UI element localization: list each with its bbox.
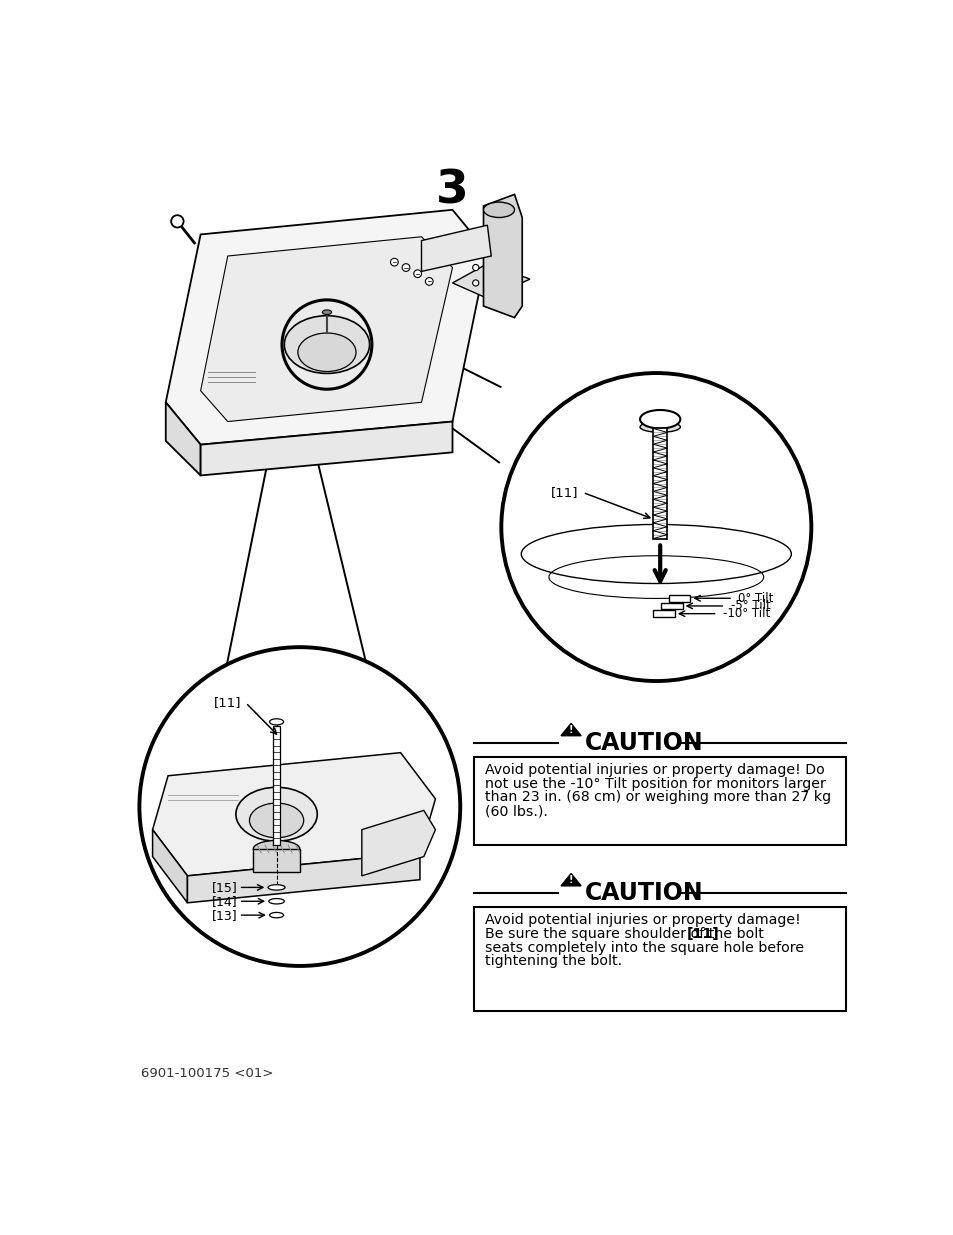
FancyBboxPatch shape — [653, 610, 674, 618]
Ellipse shape — [639, 410, 679, 429]
FancyBboxPatch shape — [474, 906, 845, 1010]
Text: [11]: [11] — [214, 697, 241, 709]
Circle shape — [390, 258, 397, 266]
Text: 0° Tilt: 0° Tilt — [738, 592, 773, 605]
Ellipse shape — [322, 310, 332, 315]
Circle shape — [500, 373, 810, 680]
Ellipse shape — [249, 803, 303, 837]
Polygon shape — [452, 264, 530, 299]
Polygon shape — [483, 194, 521, 317]
Ellipse shape — [270, 913, 283, 918]
Circle shape — [472, 280, 478, 287]
Text: (60 lbs.).: (60 lbs.). — [484, 804, 547, 819]
Polygon shape — [166, 403, 200, 475]
Text: [14]: [14] — [212, 895, 237, 908]
Text: [15]: [15] — [212, 881, 237, 894]
Text: !: ! — [568, 725, 573, 735]
Circle shape — [414, 270, 421, 278]
Polygon shape — [200, 237, 452, 421]
Text: Avoid potential injuries or property damage! Do: Avoid potential injuries or property dam… — [484, 763, 824, 777]
Polygon shape — [361, 810, 435, 876]
Polygon shape — [560, 873, 580, 885]
Circle shape — [139, 647, 459, 966]
Polygon shape — [421, 225, 491, 272]
Circle shape — [472, 264, 478, 270]
Polygon shape — [152, 752, 435, 876]
FancyBboxPatch shape — [668, 595, 690, 601]
FancyBboxPatch shape — [474, 757, 845, 845]
Text: Be sure the square shoulder of the bolt: Be sure the square shoulder of the bolt — [484, 926, 767, 941]
Text: [11]: [11] — [551, 485, 578, 499]
Text: than 23 in. (68 cm) or weighing more than 27 kg: than 23 in. (68 cm) or weighing more tha… — [484, 790, 830, 804]
FancyBboxPatch shape — [253, 848, 299, 872]
Ellipse shape — [270, 719, 283, 725]
Text: !: ! — [568, 874, 573, 884]
Circle shape — [171, 215, 183, 227]
Text: 6901-100175 <01>: 6901-100175 <01> — [141, 1067, 274, 1081]
Text: Avoid potential injuries or property damage!: Avoid potential injuries or property dam… — [484, 913, 800, 926]
Circle shape — [402, 264, 410, 272]
Text: [13]: [13] — [212, 909, 237, 921]
Text: CAUTION: CAUTION — [584, 881, 703, 905]
FancyBboxPatch shape — [653, 429, 666, 538]
Text: CAUTION: CAUTION — [584, 731, 703, 755]
Ellipse shape — [639, 421, 679, 432]
FancyBboxPatch shape — [274, 726, 279, 845]
Text: tightening the bolt.: tightening the bolt. — [484, 955, 621, 968]
Ellipse shape — [284, 316, 369, 373]
Polygon shape — [187, 852, 419, 903]
Text: not use the -10° Tilt position for monitors larger: not use the -10° Tilt position for monit… — [484, 777, 825, 790]
Polygon shape — [560, 724, 580, 736]
Text: seats completely into the square hole before: seats completely into the square hole be… — [484, 941, 803, 955]
Ellipse shape — [297, 333, 355, 372]
Text: [11]: [11] — [686, 926, 719, 941]
FancyBboxPatch shape — [660, 603, 682, 609]
Ellipse shape — [269, 899, 284, 904]
Ellipse shape — [483, 203, 514, 217]
Polygon shape — [200, 421, 452, 475]
Circle shape — [425, 278, 433, 285]
Ellipse shape — [235, 787, 317, 841]
Text: 3: 3 — [436, 168, 468, 214]
Text: -5° Tilt: -5° Tilt — [730, 599, 770, 613]
Text: -10° Tilt: -10° Tilt — [722, 608, 769, 620]
Ellipse shape — [268, 884, 285, 890]
Polygon shape — [152, 830, 187, 903]
Ellipse shape — [253, 841, 299, 857]
Polygon shape — [166, 210, 487, 445]
